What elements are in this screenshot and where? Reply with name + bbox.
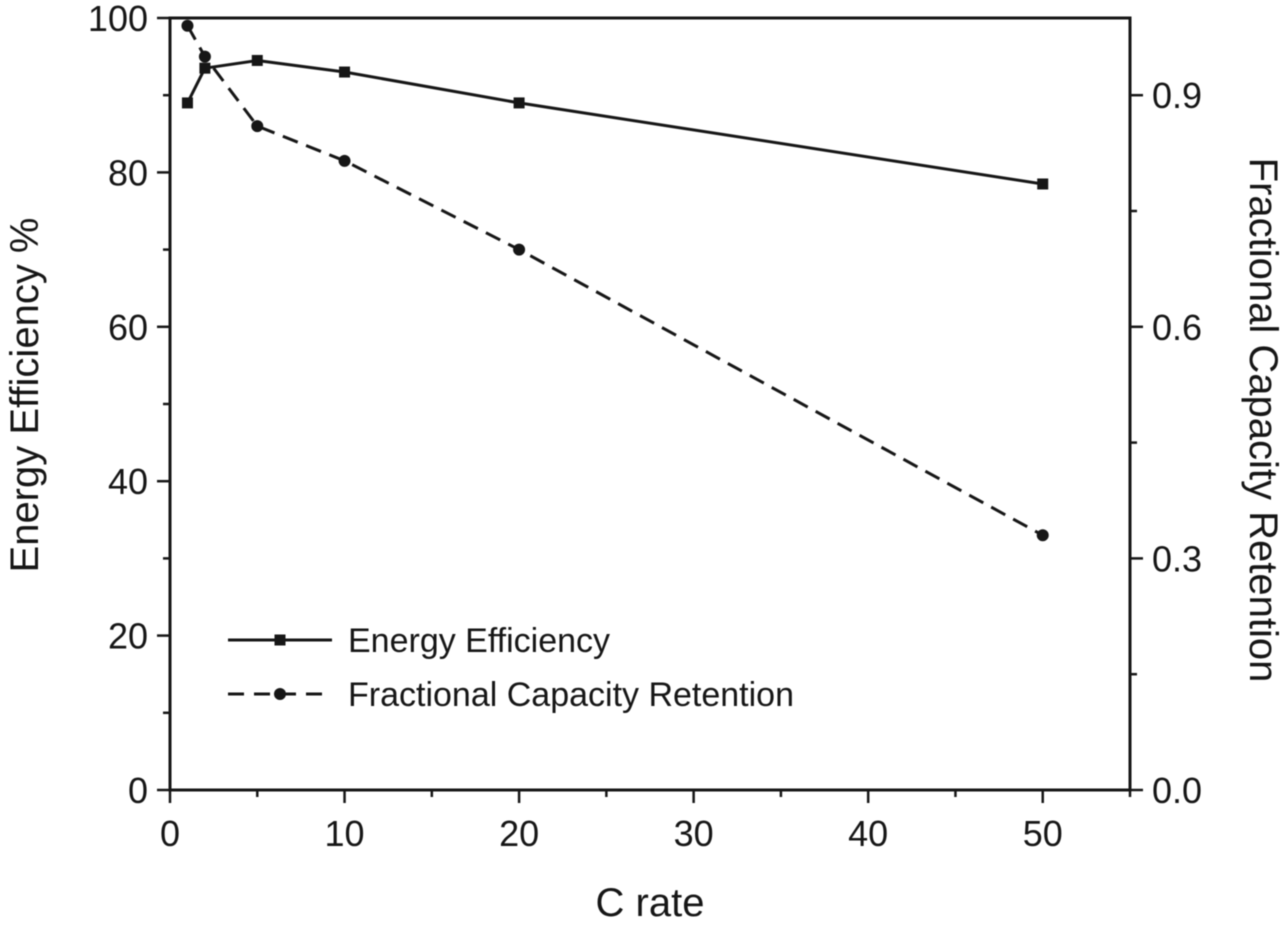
marker-circle (1036, 529, 1049, 542)
plot-area: 0 10 20 30 40 50 0 20 40 60 80 100 0.0 0.3 0.6 0.9 Energ… (88, 0, 1202, 854)
legend-entry-label: Energy Efficiency (348, 622, 610, 660)
y-left-tick-label: 40 (108, 461, 148, 502)
y-right-tick-label: 0.3 (1152, 538, 1202, 579)
marker-square (181, 97, 193, 109)
marker-square (199, 62, 211, 74)
right-axis-title: Fractional Capacity Retention (1241, 158, 1280, 683)
y-left-tick-label: 60 (108, 307, 148, 348)
x-tick-label: 40 (848, 813, 888, 854)
marker-circle (181, 19, 194, 32)
y-left-tick-label: 20 (108, 616, 148, 657)
y-right-tick-label: 0.9 (1152, 75, 1202, 116)
y-right-tick-label: 0.6 (1152, 307, 1202, 348)
y-left-tick-label: 0 (128, 770, 148, 811)
marker-square (339, 66, 351, 78)
x-tick-label: 50 (1023, 813, 1063, 854)
marker-circle (198, 50, 211, 63)
series-fractional-capacity-retention (181, 19, 1049, 542)
x-tick-label: 30 (674, 813, 714, 854)
marker-square (251, 54, 263, 66)
legend-entry-fractional-capacity-retention: Fractional Capacity Retention (228, 676, 794, 714)
series-energy-efficiency (181, 54, 1049, 190)
marker-circle (251, 120, 264, 133)
series-line-fractional-capacity-retention (186, 24, 1044, 537)
legend-entry-energy-efficiency: Energy Efficiency (228, 622, 610, 660)
legend: Energy Efficiency Fractional Capacity Ret… (228, 622, 794, 714)
marker-circle (338, 154, 351, 167)
x-axis-title: C rate (596, 881, 705, 925)
marker-circle (513, 243, 526, 256)
legend-entry-label: Fractional Capacity Retention (348, 676, 794, 714)
x-tick-label: 20 (499, 813, 539, 854)
marker-square (513, 97, 525, 109)
y-left-tick-label: 100 (88, 0, 148, 39)
x-tick-label: 0 (160, 813, 180, 854)
marker-square (1037, 178, 1049, 190)
legend-marker-square (274, 634, 286, 646)
y-right-tick-label: 0.0 (1152, 770, 1202, 811)
left-axis-title: Energy Efficiency % (3, 218, 47, 573)
series-line-energy-efficiency (186, 59, 1043, 186)
plot-frame (168, 16, 1132, 792)
x-tick-label: 10 (325, 813, 365, 854)
legend-marker-circle (274, 688, 286, 700)
y-left-tick-label: 80 (108, 152, 148, 193)
